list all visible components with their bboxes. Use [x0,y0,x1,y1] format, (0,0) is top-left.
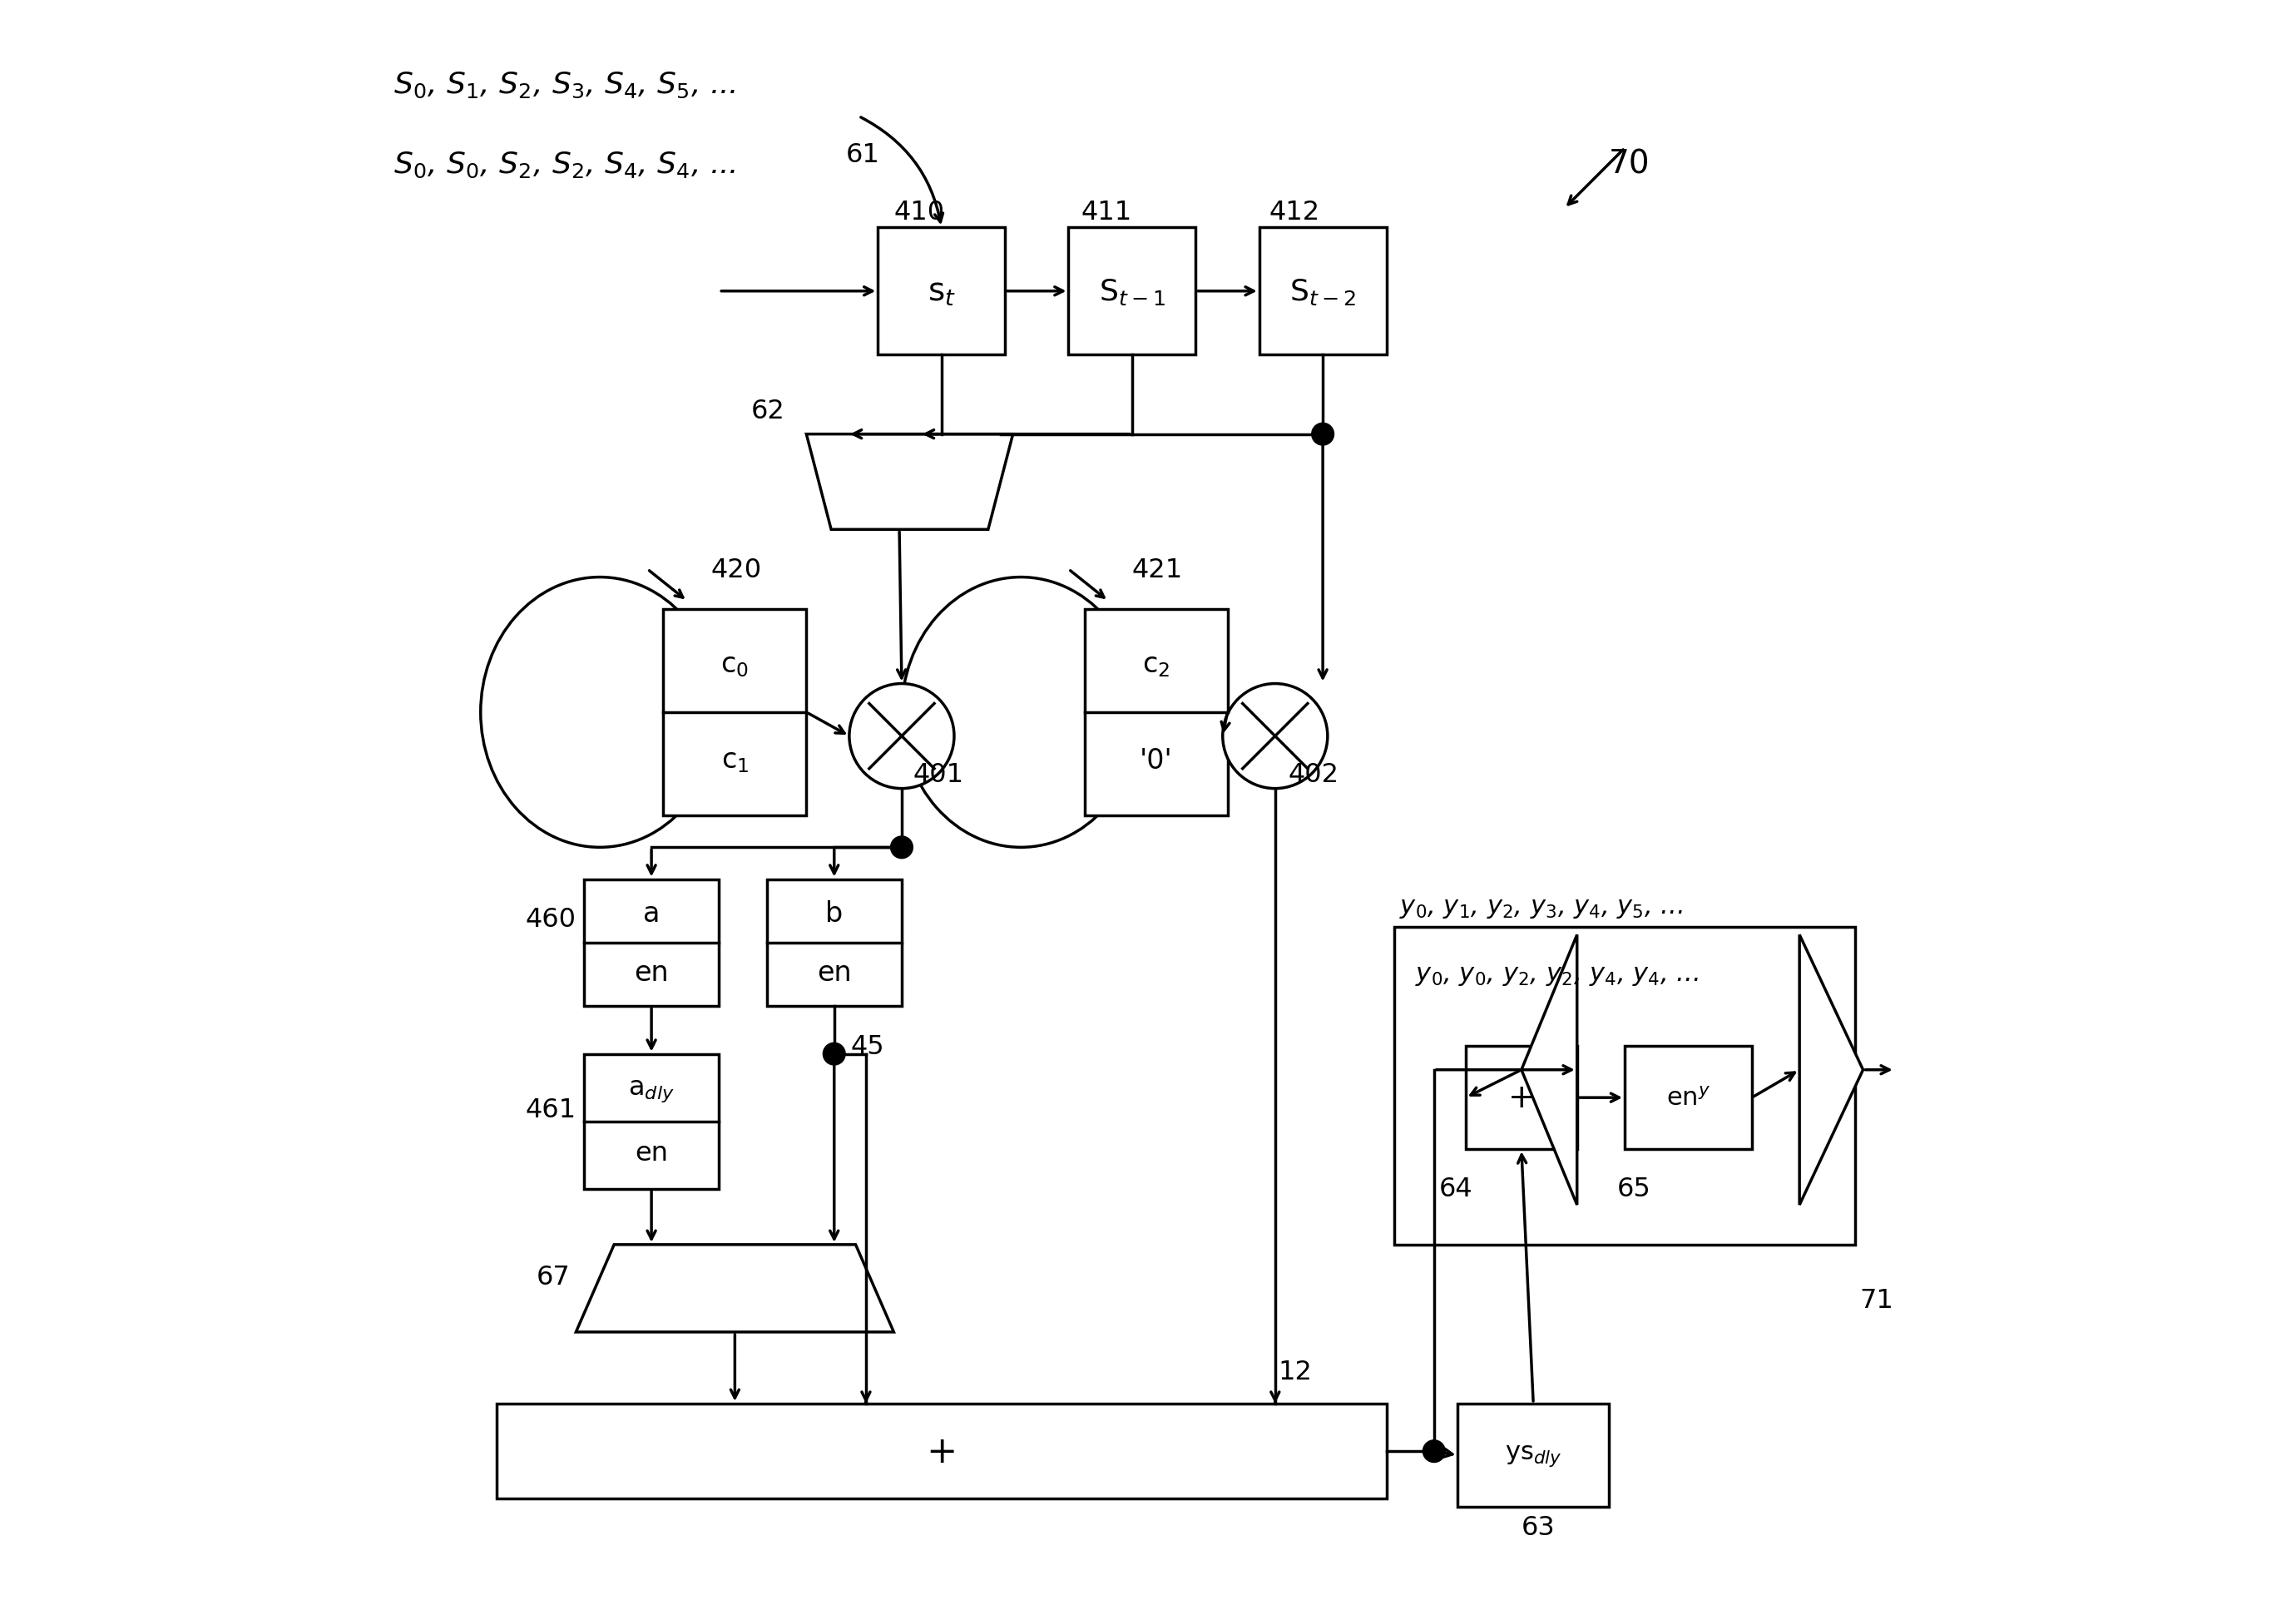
Text: '0': '0' [1139,747,1173,774]
Text: 411: 411 [1081,200,1132,226]
Bar [1084,610,1228,816]
Bar [1458,1403,1609,1507]
Bar [1068,229,1196,355]
Text: 412: 412 [1270,200,1320,226]
Text: 70: 70 [1609,149,1651,181]
Text: 401: 401 [914,762,964,787]
Text: S$_{t-1}$: S$_{t-1}$ [1100,277,1166,307]
Text: c$_1$: c$_1$ [721,747,748,774]
Text: +: + [925,1434,957,1469]
Text: 460: 460 [526,906,576,933]
Bar [583,1054,719,1189]
Text: y$_0$, y$_1$, y$_2$, y$_3$, y$_4$, y$_5$, ...: y$_0$, y$_1$, y$_2$, y$_3$, y$_4$, y$_5$… [1398,896,1683,920]
Text: b: b [824,901,843,928]
Text: en: en [634,958,668,986]
Text: ys$_{dly}$: ys$_{dly}$ [1504,1443,1561,1467]
Text: 421: 421 [1132,557,1182,582]
Text: a$_{dly}$: a$_{dly}$ [629,1078,675,1104]
Text: 67: 67 [537,1264,569,1290]
Bar [583,880,719,1006]
Text: y$_0$, y$_0$, y$_2$, y$_2$, y$_4$, y$_4$, ...: y$_0$, y$_0$, y$_2$, y$_2$, y$_4$, y$_4$… [1414,963,1699,987]
Text: 62: 62 [751,398,785,424]
Text: c$_2$: c$_2$ [1141,651,1169,678]
Text: a: a [643,901,659,928]
Text: s$_t$: s$_t$ [928,275,955,307]
Text: en: en [634,1139,668,1166]
Text: 61: 61 [847,142,879,168]
Circle shape [850,685,955,789]
Bar [664,610,806,816]
Text: c$_0$: c$_0$ [721,651,748,678]
Text: 12: 12 [1279,1358,1313,1384]
Circle shape [1424,1440,1444,1462]
Polygon shape [1800,934,1862,1205]
Circle shape [1311,424,1334,446]
Text: 71: 71 [1860,1288,1894,1314]
Polygon shape [576,1245,893,1333]
Circle shape [822,1043,845,1066]
Text: 63: 63 [1522,1515,1554,1541]
Text: en$^y$: en$^y$ [1667,1086,1711,1110]
Text: 410: 410 [893,200,944,226]
Bar [1626,1046,1752,1149]
Text: S$_{t-2}$: S$_{t-2}$ [1290,277,1357,307]
Text: +: + [1508,1082,1536,1114]
Text: 420: 420 [712,557,762,582]
Text: 461: 461 [526,1098,576,1123]
Bar [1465,1046,1577,1149]
Text: 45: 45 [852,1034,884,1059]
Text: 402: 402 [1288,762,1339,787]
Text: S$_0$, S$_0$, S$_2$, S$_2$, S$_4$, S$_4$, ...: S$_0$, S$_0$, S$_2$, S$_2$, S$_4$, S$_4$… [393,150,735,179]
Bar [1258,229,1387,355]
Bar [767,880,902,1006]
Polygon shape [1522,934,1577,1205]
Text: en: en [817,958,852,986]
Circle shape [1224,685,1327,789]
Text: 65: 65 [1616,1176,1651,1202]
Bar [877,229,1006,355]
Text: S$_0$, S$_1$, S$_2$, S$_3$, S$_4$, S$_5$, ...: S$_0$, S$_1$, S$_2$, S$_3$, S$_4$, S$_5$… [393,70,735,99]
Polygon shape [806,435,1013,530]
Text: 64: 64 [1440,1176,1472,1202]
Circle shape [891,837,914,859]
Bar [496,1403,1387,1499]
Bar [1394,926,1855,1245]
